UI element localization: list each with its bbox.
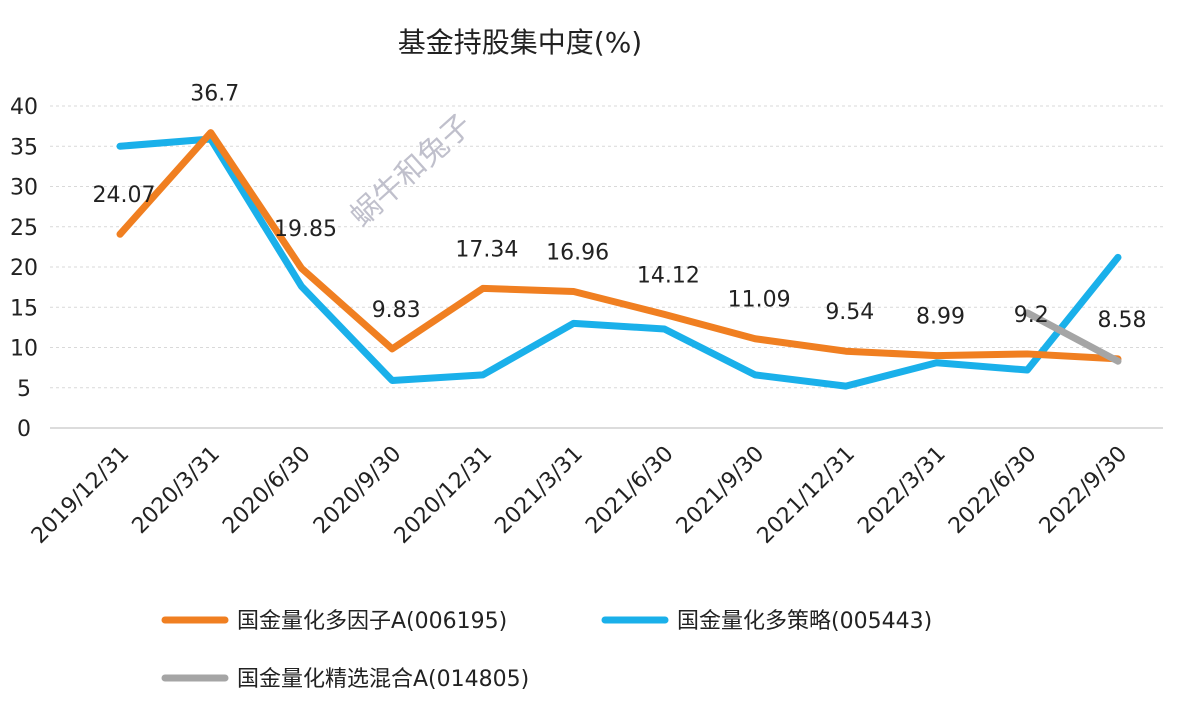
y-tick-label: 15 bbox=[10, 296, 38, 321]
series-line-2 bbox=[1023, 309, 1122, 365]
y-tick-label: 0 bbox=[17, 417, 31, 442]
x-tick-label: 2022/3/31 bbox=[853, 442, 950, 539]
series-line-1 bbox=[116, 135, 1122, 390]
y-tick-label: 5 bbox=[17, 377, 31, 402]
data-label: 17.34 bbox=[455, 237, 518, 262]
data-label: 36.7 bbox=[190, 82, 239, 107]
y-tick-label: 35 bbox=[10, 135, 38, 160]
x-tick-label: 2020/9/30 bbox=[309, 442, 406, 539]
legend-item: 国金量化多因子A(006195) bbox=[161, 609, 507, 634]
y-tick-label: 20 bbox=[10, 256, 38, 281]
data-label: 14.12 bbox=[637, 263, 700, 288]
x-tick-label: 2021/3/31 bbox=[490, 442, 587, 539]
data-label: 8.99 bbox=[916, 305, 965, 330]
y-tick-label: 30 bbox=[10, 176, 38, 201]
x-tick-label: 2021/6/30 bbox=[581, 442, 678, 539]
data-label: 8.58 bbox=[1098, 308, 1147, 333]
x-tick-label: 2019/12/31 bbox=[27, 442, 134, 549]
data-label: 19.85 bbox=[274, 217, 337, 242]
x-tick-label: 2021/9/30 bbox=[672, 442, 769, 539]
series-line-0 bbox=[116, 129, 1122, 363]
legend-label: 国金量化精选混合A(014805) bbox=[237, 667, 529, 692]
x-tick-label: 2021/12/31 bbox=[753, 442, 860, 549]
data-label: 9.54 bbox=[825, 300, 874, 325]
x-tick-label: 2022/9/30 bbox=[1035, 442, 1132, 539]
watermark: 蜗牛和兔子 bbox=[344, 108, 479, 234]
data-label: 11.09 bbox=[728, 288, 791, 313]
data-label: 9.83 bbox=[372, 298, 421, 323]
x-tick-label: 2020/3/31 bbox=[128, 442, 225, 539]
chart-title: 基金持股集中度(%) bbox=[398, 26, 642, 59]
legend-item: 国金量化精选混合A(014805) bbox=[161, 667, 529, 692]
x-tick-label: 2022/6/30 bbox=[944, 442, 1041, 539]
data-label: 9.2 bbox=[1014, 303, 1049, 328]
legend-label: 国金量化多因子A(006195) bbox=[237, 609, 507, 634]
legend-item: 国金量化多策略(005443) bbox=[601, 609, 932, 634]
x-tick-label: 2020/6/30 bbox=[218, 442, 315, 539]
legend-label: 国金量化多策略(005443) bbox=[677, 609, 932, 634]
y-tick-label: 10 bbox=[10, 337, 38, 362]
data-label: 24.07 bbox=[93, 183, 156, 208]
data-label: 16.96 bbox=[546, 240, 609, 265]
y-tick-label: 25 bbox=[10, 216, 38, 241]
x-tick-label: 2020/12/31 bbox=[390, 442, 497, 549]
y-tick-label: 40 bbox=[10, 95, 38, 120]
